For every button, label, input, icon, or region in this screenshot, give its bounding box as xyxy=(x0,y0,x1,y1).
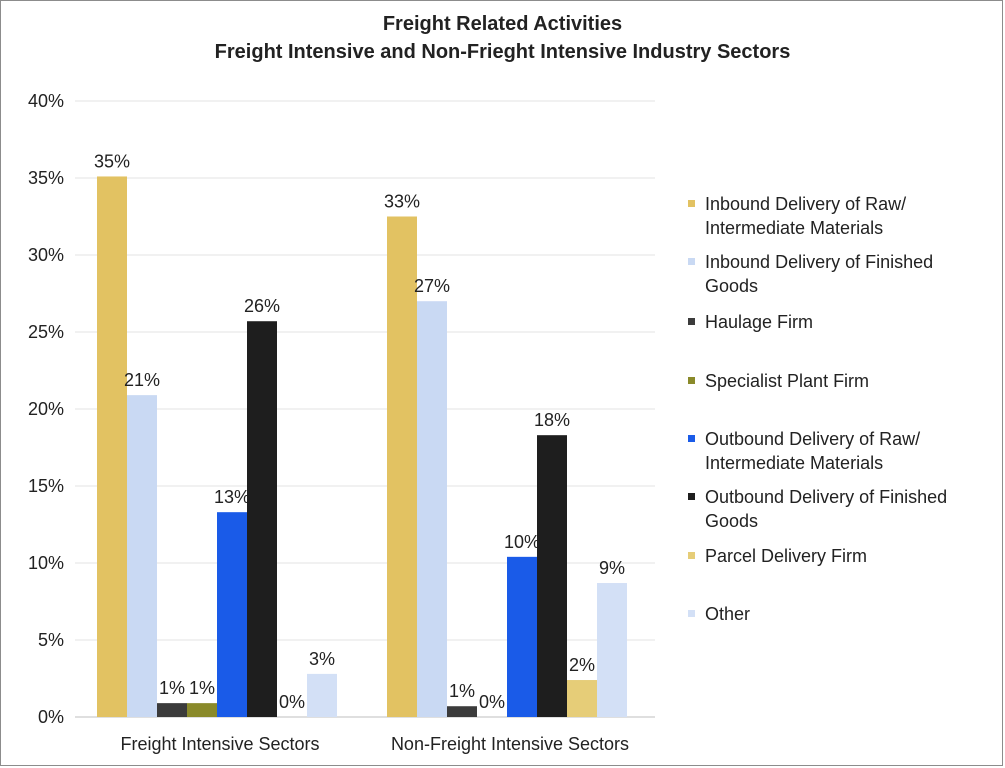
legend-label-line: Goods xyxy=(705,511,759,531)
data-label: 1% xyxy=(449,681,475,701)
chart-title-line-1: Freight Related Activities xyxy=(382,13,623,35)
data-label: 10% xyxy=(504,532,540,552)
bar xyxy=(567,680,597,717)
legend-swatch xyxy=(688,377,695,384)
x-category-label: Freight Intensive Sectors xyxy=(120,734,319,754)
data-label: 21% xyxy=(124,370,160,390)
legend-swatch xyxy=(688,318,695,325)
bar xyxy=(97,176,127,717)
chart-title: Freight Related Activities Freight Inten… xyxy=(0,10,1005,66)
legend-label-line: Outbound Delivery of Raw/ xyxy=(705,429,921,449)
data-label: 0% xyxy=(279,692,305,712)
data-label: 35% xyxy=(94,151,130,171)
legend-swatch xyxy=(688,610,695,617)
bar xyxy=(507,556,537,717)
legend-swatch xyxy=(688,552,695,559)
data-label: 1% xyxy=(159,678,185,698)
data-label: 2% xyxy=(569,655,595,675)
bar xyxy=(537,435,567,717)
y-tick-label: 5% xyxy=(38,630,64,650)
legend-label-line: Intermediate Materials xyxy=(705,218,884,238)
legend-label-line: Goods xyxy=(705,276,759,296)
legend-label: Other xyxy=(705,602,1000,626)
legend-label: Inbound Delivery of Finished Goods xyxy=(705,250,1000,298)
data-label: 18% xyxy=(534,410,570,430)
legend-label: Inbound Delivery of Raw/Intermediate Mat… xyxy=(705,192,1000,240)
data-label: 33% xyxy=(384,192,420,212)
data-label: 3% xyxy=(309,649,335,669)
legend-label-line: Parcel Delivery Firm xyxy=(705,546,868,566)
y-tick-label: 40% xyxy=(28,91,64,111)
bar xyxy=(417,301,447,717)
bar xyxy=(447,706,477,717)
bar xyxy=(307,673,337,717)
data-label: 26% xyxy=(244,296,280,316)
legend-label-line: Outbound Delivery of Finished xyxy=(705,487,948,507)
data-label: 27% xyxy=(414,276,450,296)
legend-label: Haulage Firm xyxy=(705,310,1000,334)
legend-swatch xyxy=(688,200,695,207)
legend-swatch xyxy=(688,258,695,265)
bar xyxy=(187,703,217,717)
y-tick-label: 15% xyxy=(28,476,64,496)
bar xyxy=(387,216,417,717)
bar xyxy=(247,321,277,717)
data-label: 9% xyxy=(599,558,625,578)
data-label: 1% xyxy=(189,678,215,698)
chart-title-line-2: Freight Intensive and Non-Frieght Intens… xyxy=(214,41,791,63)
legend-label-line: Specialist Plant Firm xyxy=(705,371,870,391)
y-tick-label: 30% xyxy=(28,245,64,265)
legend-label-line: Other xyxy=(705,604,751,624)
legend-swatch xyxy=(688,435,695,442)
y-tick-label: 25% xyxy=(28,322,64,342)
legend-label-line: Haulage Firm xyxy=(705,312,814,332)
bar xyxy=(157,703,187,717)
legend-swatch xyxy=(688,493,695,500)
legend-label: Specialist Plant Firm xyxy=(705,369,1000,393)
bar xyxy=(597,583,627,717)
data-label: 13% xyxy=(214,487,250,507)
bar xyxy=(127,395,157,717)
y-tick-label: 35% xyxy=(28,168,64,188)
legend-label-line: Inbound Delivery of Finished xyxy=(705,252,934,272)
legend-label-line: Inbound Delivery of Raw/ xyxy=(705,194,907,214)
legend-label: Outbound Delivery of Finished Goods xyxy=(705,485,1000,533)
legend-label-line: Intermediate Materials xyxy=(705,453,884,473)
y-tick-label: 20% xyxy=(28,399,64,419)
y-tick-label: 10% xyxy=(28,553,64,573)
x-category-label: Non-Freight Intensive Sectors xyxy=(391,734,629,754)
data-label: 0% xyxy=(479,692,505,712)
bar xyxy=(217,512,247,717)
legend-label: Parcel Delivery Firm xyxy=(705,544,1000,568)
legend-label: Outbound Delivery of Raw/Intermediate Ma… xyxy=(705,427,1000,475)
y-tick-label: 0% xyxy=(38,707,64,727)
